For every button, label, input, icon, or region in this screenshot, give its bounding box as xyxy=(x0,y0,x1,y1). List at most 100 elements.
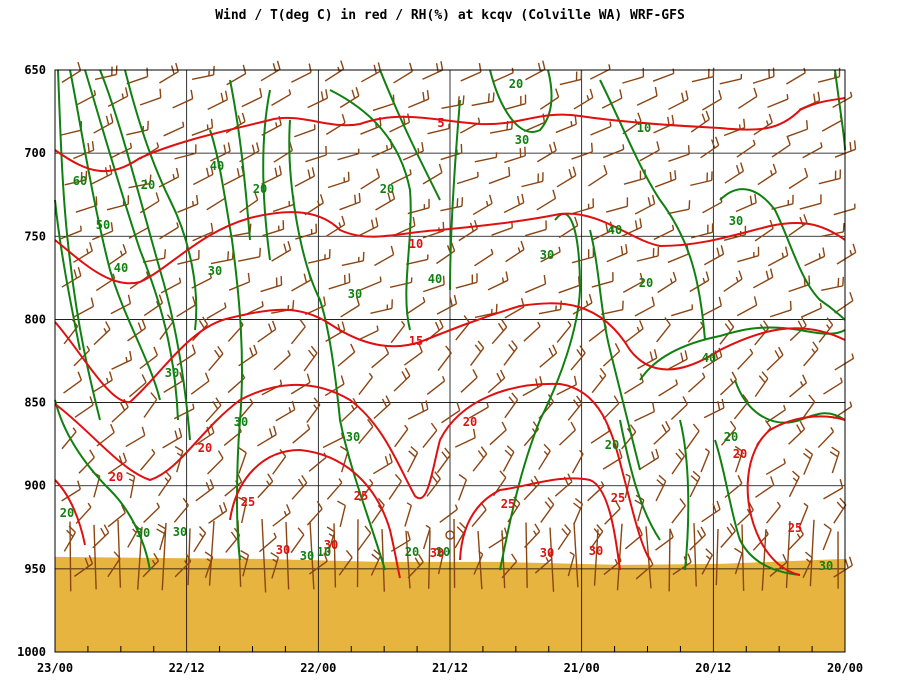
barb-flag xyxy=(600,481,605,487)
wind-barb xyxy=(360,276,382,291)
barb-staff xyxy=(524,283,546,294)
wind-barb xyxy=(701,500,721,523)
barb-staff xyxy=(668,98,689,111)
barb-flag xyxy=(422,91,425,102)
wind-barb xyxy=(338,550,353,576)
barb-flag xyxy=(259,87,263,98)
barb-staff xyxy=(590,68,611,80)
wind-barb xyxy=(375,190,396,211)
barb-flag xyxy=(206,426,211,436)
barb-staff xyxy=(60,230,82,240)
wind-barb xyxy=(258,532,277,553)
rh-label: 20 xyxy=(509,77,523,91)
barb-flag xyxy=(716,247,720,257)
barb-flag xyxy=(783,458,786,464)
barb-staff xyxy=(454,437,476,448)
barb-flag xyxy=(241,112,246,122)
barb-staff xyxy=(690,179,712,187)
wind-barb xyxy=(606,244,628,263)
rh-label: 20 xyxy=(60,506,74,520)
barb-flag xyxy=(438,163,443,173)
barb-flag xyxy=(214,349,221,358)
barb-staff xyxy=(719,379,737,396)
barb-flag xyxy=(829,451,839,458)
barb-flag xyxy=(441,376,446,382)
barb-staff xyxy=(702,98,722,111)
wind-barb-surface xyxy=(117,519,122,588)
barb-staff xyxy=(487,279,509,291)
barb-flag xyxy=(434,471,441,480)
wind-barb xyxy=(471,92,495,107)
barb-staff xyxy=(588,327,607,342)
barb-flag xyxy=(179,372,184,382)
barb-flag xyxy=(273,532,277,538)
barb-flag xyxy=(696,529,703,539)
rh-label: 30 xyxy=(234,415,248,429)
wind-barb xyxy=(832,91,853,109)
wind-barb xyxy=(724,162,745,184)
barb-flag xyxy=(442,275,445,285)
barb-staff xyxy=(208,353,224,371)
barb-staff xyxy=(325,223,346,237)
barb-flag xyxy=(119,250,123,256)
barb-flag xyxy=(548,347,554,357)
barb-flag xyxy=(355,296,360,306)
barb-flag xyxy=(156,502,161,508)
barb-staff xyxy=(788,222,808,237)
barb-staff xyxy=(437,552,445,575)
barb-staff xyxy=(208,510,228,524)
barb-flag xyxy=(568,169,573,179)
barb-flag xyxy=(105,321,111,330)
barb-flag xyxy=(103,524,110,533)
wind-barb xyxy=(407,446,419,473)
barb-staff xyxy=(832,405,853,420)
wind-barb xyxy=(702,89,722,111)
barb-flag xyxy=(798,526,804,535)
barb-flag xyxy=(669,171,672,181)
barb-flag xyxy=(774,350,781,359)
barb-staff xyxy=(271,249,291,262)
wind-barb xyxy=(701,548,713,575)
wind-barb xyxy=(162,427,183,449)
barb-staff xyxy=(818,177,841,185)
barb-staff xyxy=(205,404,222,423)
chart-title: Wind / T(deg C) in red / RH(%) at kcqv (… xyxy=(215,8,685,23)
wind-barb xyxy=(456,171,479,185)
wind-barb xyxy=(817,427,835,449)
barb-staff xyxy=(653,229,674,241)
barb-flag xyxy=(267,473,274,482)
wind-barb xyxy=(290,373,311,395)
barb-flag xyxy=(578,449,584,455)
wind-barb-surface xyxy=(453,518,456,588)
barb-flag xyxy=(175,167,180,178)
barb-staff xyxy=(292,428,311,444)
wind-barb xyxy=(160,277,182,294)
barb-staff xyxy=(489,429,507,446)
barb-staff xyxy=(360,176,380,190)
wind-barb xyxy=(788,275,811,293)
barb-staff xyxy=(804,255,825,267)
wind-barb xyxy=(570,345,586,371)
barb-flag xyxy=(496,372,502,382)
wind-barb xyxy=(163,121,185,137)
rh-label: 30 xyxy=(515,133,529,147)
barb-flag xyxy=(605,223,609,233)
wind-barb xyxy=(358,418,374,444)
wind-barb xyxy=(143,392,158,418)
barb-staff xyxy=(455,281,478,289)
barb-staff xyxy=(73,250,93,263)
x-tick-label: 22/12 xyxy=(169,661,205,675)
rh-contour-line xyxy=(499,212,582,571)
wind-barb xyxy=(292,424,311,444)
wind-barb xyxy=(272,195,295,213)
rh-label: 20 xyxy=(605,438,619,452)
rh-contour-line xyxy=(379,69,441,201)
wind-barb xyxy=(125,426,146,448)
wind-barb xyxy=(652,68,675,82)
barb-flag xyxy=(619,89,623,99)
rh-label: 30 xyxy=(819,559,833,573)
barb-staff xyxy=(621,431,637,450)
barb-staff xyxy=(590,430,610,444)
barb-flag xyxy=(734,547,743,554)
